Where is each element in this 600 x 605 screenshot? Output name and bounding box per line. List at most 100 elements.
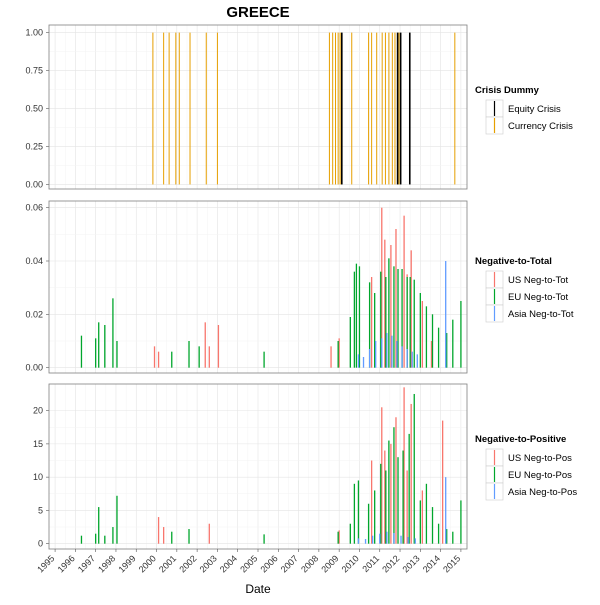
bar-eu-neg-to-tot (452, 319, 454, 368)
bar-asia-neg-to-pos (357, 538, 360, 544)
bar-eu-neg-to-tot (374, 293, 376, 368)
bar-us-neg-to-pos (406, 470, 408, 544)
bar-us-neg-to-pos (421, 490, 424, 544)
bar-eu-neg-to-pos (116, 495, 118, 544)
y-tick-label: 0.06 (25, 203, 43, 213)
bar-eu-neg-to-tot (198, 346, 200, 368)
bar-eu-neg-to-tot (95, 338, 97, 368)
y-tick-label: 0 (38, 539, 43, 549)
bar-asia-neg-to-tot (362, 357, 365, 368)
y-tick-label: 0.25 (25, 141, 43, 151)
bar-asia-neg-to-pos (393, 533, 395, 544)
bar-currency-crisis (178, 32, 180, 185)
bar-asia-neg-to-tot (411, 351, 413, 368)
bar-eu-neg-to-pos (408, 433, 410, 544)
bar-eu-neg-to-pos (397, 457, 399, 544)
bar-eu-neg-to-tot (358, 266, 361, 368)
bar-us-neg-to-pos (162, 527, 165, 544)
legend-title: Crisis Dummy (475, 85, 540, 96)
bar-asia-neg-to-tot (396, 341, 398, 368)
bar-asia-neg-to-tot (416, 354, 418, 368)
bar-asia-neg-to-pos (379, 533, 381, 544)
bar-asia-neg-to-tot (386, 333, 388, 368)
bar-eu-neg-to-pos (385, 470, 387, 544)
bar-currency-crisis (394, 32, 396, 185)
bar-eu-neg-to-tot (409, 277, 411, 368)
legend-label: Asia Neg-to-Pos (508, 487, 577, 498)
bar-currency-crisis (216, 32, 218, 185)
bar-eu-neg-to-tot (437, 327, 440, 368)
bar-eu-neg-to-tot (388, 258, 390, 368)
bar-eu-neg-to-pos (188, 529, 190, 544)
bar-currency-crisis (339, 32, 341, 185)
panel-border (48, 24, 468, 190)
bar-eu-neg-to-pos (402, 450, 404, 544)
bar-us-neg-to-tot (208, 346, 210, 368)
bar-eu-neg-to-tot (397, 269, 399, 368)
bar-equity-crisis (408, 32, 411, 185)
bar-currency-crisis (368, 32, 370, 185)
y-tick-label: 0.02 (25, 309, 43, 319)
y-tick-label: 5 (38, 505, 43, 515)
bar-asia-neg-to-tot (445, 261, 447, 368)
bar-us-neg-to-tot (153, 346, 156, 368)
bar-currency-crisis (381, 32, 383, 185)
bar-eu-neg-to-tot (368, 282, 371, 368)
bar-currency-crisis (332, 32, 334, 185)
bar-eu-neg-to-tot (406, 277, 408, 368)
bar-us-neg-to-pos (390, 443, 392, 544)
bar-eu-neg-to-tot (380, 271, 382, 368)
bar-us-neg-to-pos (338, 530, 340, 544)
bar-currency-crisis (168, 32, 170, 185)
bar-equity-crisis (341, 32, 343, 185)
bar-eu-neg-to-tot (446, 333, 448, 368)
bar-eu-neg-to-pos (393, 427, 395, 544)
legend-label: EU Neg-to-Pos (508, 470, 572, 481)
bar-asia-neg-to-pos (407, 537, 409, 544)
bar-eu-neg-to-pos (353, 483, 356, 544)
bar-asia-neg-to-pos (414, 538, 416, 544)
bar-asia-neg-to-tot (375, 341, 377, 368)
y-tick-label: 0.00 (25, 363, 43, 373)
bar-currency-crisis (205, 32, 207, 185)
bar-asia-neg-to-tot (406, 349, 408, 368)
bar-eu-neg-to-tot (385, 277, 387, 368)
bar-currency-crisis (335, 32, 337, 185)
bar-currency-crisis (388, 32, 390, 185)
bar-eu-neg-to-pos (431, 507, 434, 544)
bar-eu-neg-to-tot (355, 263, 358, 368)
bar-eu-neg-to-tot (393, 266, 395, 368)
bar-us-neg-to-pos (157, 517, 160, 544)
bar-currency-crisis (337, 32, 339, 185)
bar-eu-neg-to-pos (104, 535, 106, 544)
y-tick-label: 1.00 (25, 28, 43, 38)
x-axis-title: Date (245, 582, 271, 596)
bar-eu-neg-to-pos (367, 503, 370, 544)
bar-currency-crisis (454, 32, 456, 185)
y-tick-label: 0.75 (25, 66, 43, 76)
legend-title: Negative-to-Total (475, 256, 552, 267)
bar-us-neg-to-tot (204, 322, 206, 368)
bar-currency-crisis (351, 32, 353, 185)
bar-eu-neg-to-pos (388, 440, 390, 544)
bar-eu-neg-to-tot (98, 322, 100, 368)
bar-eu-neg-to-pos (337, 531, 339, 544)
bar-eu-neg-to-tot (401, 269, 403, 368)
bar-eu-neg-to-tot (353, 271, 356, 368)
bar-us-neg-to-pos (403, 387, 405, 544)
bar-asia-neg-to-pos (371, 535, 374, 544)
y-tick-label: 15 (33, 439, 43, 449)
legend-label: Currency Crisis (508, 121, 573, 132)
bar-us-neg-to-tot (430, 341, 433, 368)
bar-asia-neg-to-tot (381, 338, 383, 368)
bar-eu-neg-to-pos (380, 463, 382, 544)
bar-eu-neg-to-tot (112, 298, 114, 368)
bar-us-neg-to-tot (381, 207, 383, 368)
bar-eu-neg-to-pos (263, 534, 265, 544)
legend-label: EU Neg-to-Tot (508, 292, 569, 303)
bar-us-neg-to-tot (421, 301, 424, 368)
bar-eu-neg-to-tot (460, 301, 462, 368)
bar-eu-neg-to-tot (116, 341, 118, 368)
bar-eu-neg-to-tot (80, 335, 83, 368)
